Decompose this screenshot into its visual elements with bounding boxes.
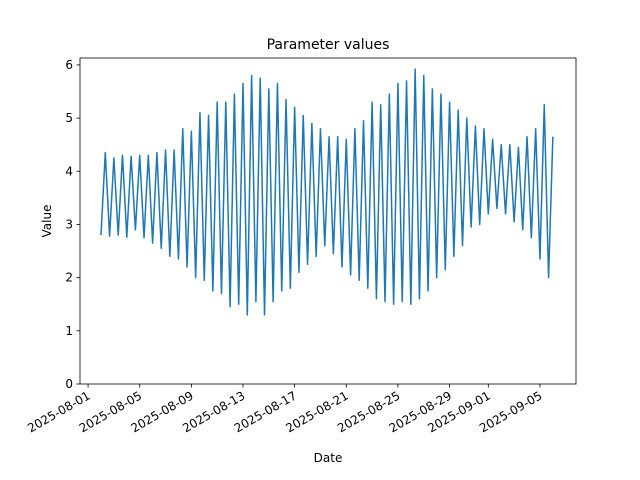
x-axis-label: Date <box>314 451 343 465</box>
chart-title: Parameter values <box>267 37 390 53</box>
plot-area <box>100 68 554 316</box>
y-tick-label: 0 <box>65 377 73 391</box>
y-tick-label: 3 <box>65 217 73 231</box>
y-tick-label: 6 <box>65 58 73 72</box>
y-tick-label: 2 <box>65 271 73 285</box>
y-tick-label: 4 <box>65 164 73 178</box>
y-axis-label: Value <box>40 205 54 238</box>
axes-frame <box>79 57 577 385</box>
y-tick-label: 1 <box>65 324 73 338</box>
y-tick-label: 5 <box>65 111 73 125</box>
data-line <box>100 68 554 316</box>
